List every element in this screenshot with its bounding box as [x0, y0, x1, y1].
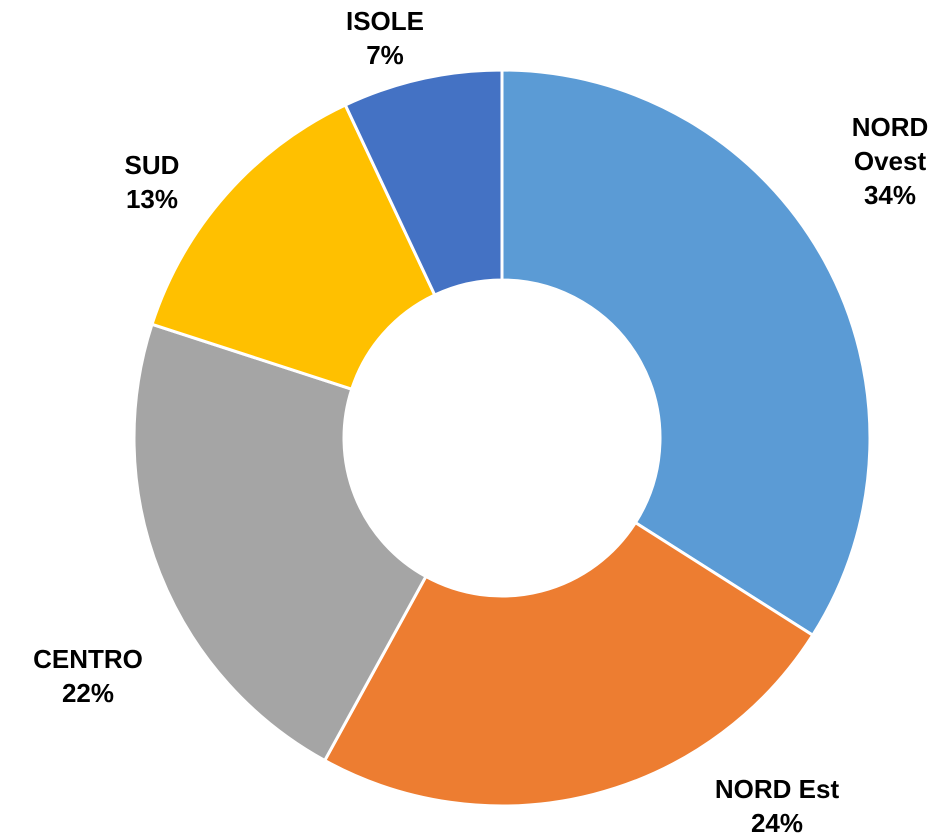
- category-label: CENTRO: [33, 644, 143, 674]
- slice: [343, 68, 504, 298]
- value-label: 24%: [750, 808, 804, 835]
- slice: [150, 103, 437, 392]
- slice-label: SUD 13%: [92, 148, 212, 216]
- category-label: NORD Ovest: [851, 112, 929, 176]
- slice-label: CENTRO 22%: [0, 642, 178, 710]
- value-label: 34%: [863, 180, 917, 210]
- category-label: ISOLE: [345, 6, 424, 36]
- slice: [500, 68, 872, 638]
- value-label: 7%: [366, 40, 404, 70]
- category-label: SUD: [124, 150, 180, 180]
- slice-label: NORD Est 24%: [677, 772, 877, 835]
- category-label: NORD Est: [714, 774, 840, 804]
- slice-label: ISOLE 7%: [325, 4, 445, 72]
- slice: [132, 322, 428, 763]
- value-label: 13%: [125, 184, 179, 214]
- slice-label: NORD Ovest 34%: [835, 110, 941, 212]
- slice: [322, 520, 815, 808]
- value-label: 22%: [61, 678, 115, 708]
